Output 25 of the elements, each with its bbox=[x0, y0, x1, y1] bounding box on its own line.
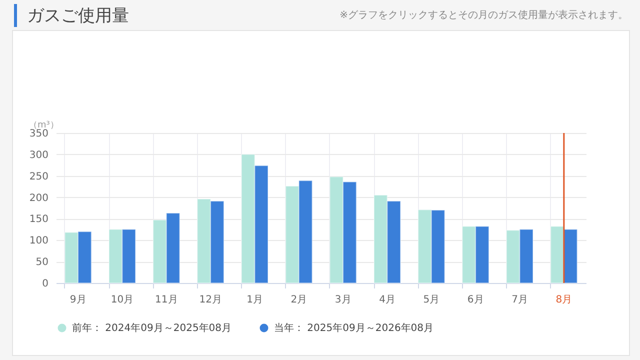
x-tick-label: 12月 bbox=[199, 294, 222, 306]
x-tick-label: 2月 bbox=[290, 294, 308, 306]
x-tick-label: 10月 bbox=[110, 294, 134, 306]
x-tick-label: 1月 bbox=[246, 294, 263, 306]
x-tick-label: 8月 bbox=[556, 294, 572, 306]
y-axis-title: （m³） bbox=[28, 120, 59, 130]
chart-title: ガスご使用量 bbox=[14, 4, 129, 27]
legend-label: 当年： 2025年09月～2026年08月 bbox=[274, 322, 434, 334]
y-tick-label: 200 bbox=[29, 192, 48, 204]
x-tick-label: 3月 bbox=[334, 294, 352, 306]
text: ※グラフをクリックするとその月のガス使用量が表示されます。 bbox=[340, 8, 628, 22]
y-tick-label: 350 bbox=[29, 128, 48, 140]
x-tick-label: 7月 bbox=[512, 294, 528, 306]
y-tick-label: 150 bbox=[29, 214, 48, 226]
x-tick-label: 4月 bbox=[379, 294, 396, 306]
y-tick-label: 300 bbox=[29, 150, 48, 161]
x-tick-label: 5月 bbox=[423, 294, 440, 306]
x-tick-label: 9月 bbox=[70, 294, 86, 306]
legend-label: 前年： 2024年09月～2025年08月 bbox=[72, 322, 232, 334]
y-tick-label: 100 bbox=[29, 236, 48, 247]
x-tick-label: 11月 bbox=[155, 294, 178, 306]
y-tick-label: 0 bbox=[42, 278, 48, 290]
y-tick-label: 250 bbox=[29, 171, 48, 182]
y-tick-label: 50 bbox=[36, 257, 48, 268]
x-tick-label: 6月 bbox=[467, 294, 484, 306]
